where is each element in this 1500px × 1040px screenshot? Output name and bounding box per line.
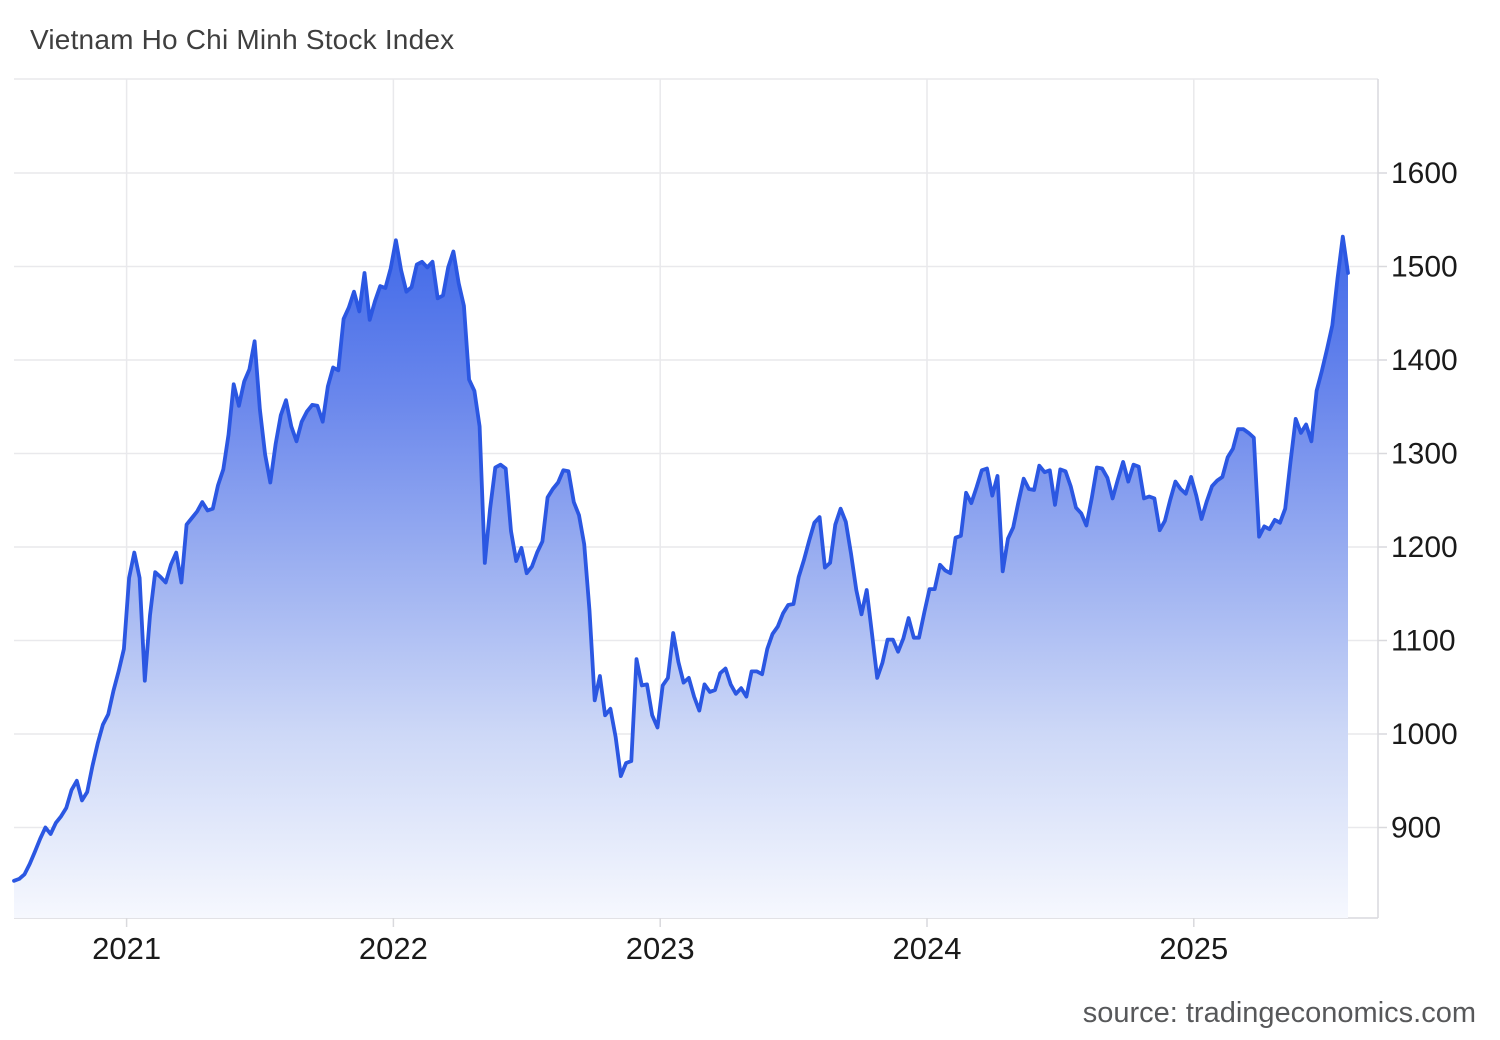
y-axis-label: 1200 <box>1391 531 1458 564</box>
y-axis-label: 1000 <box>1391 718 1458 751</box>
x-axis-label: 2022 <box>359 931 428 966</box>
price-line <box>12 234 1350 883</box>
y-axis-label: 900 <box>1391 812 1441 845</box>
x-axis-label: 2024 <box>893 931 962 966</box>
x-axis-label: 2025 <box>1159 931 1228 966</box>
x-axis-label: 2023 <box>626 931 695 966</box>
source-attribution: source: tradingeconomics.com <box>1082 997 1476 1029</box>
y-axis-label: 1100 <box>1391 625 1456 658</box>
y-axis-label: 1400 <box>1391 344 1458 377</box>
x-axis-label: 2021 <box>92 931 161 966</box>
y-axis-label: 1300 <box>1391 438 1458 471</box>
plot-layer: 900 1000 1100 1200 1300 1400 1500 1600 2021 2022 2… <box>12 78 1458 966</box>
area-fill <box>14 236 1348 919</box>
y-axis-label: 1500 <box>1391 251 1458 284</box>
y-axis-label: 1600 <box>1391 157 1458 190</box>
chart-title: Vietnam Ho Chi Minh Stock Index <box>30 24 455 55</box>
